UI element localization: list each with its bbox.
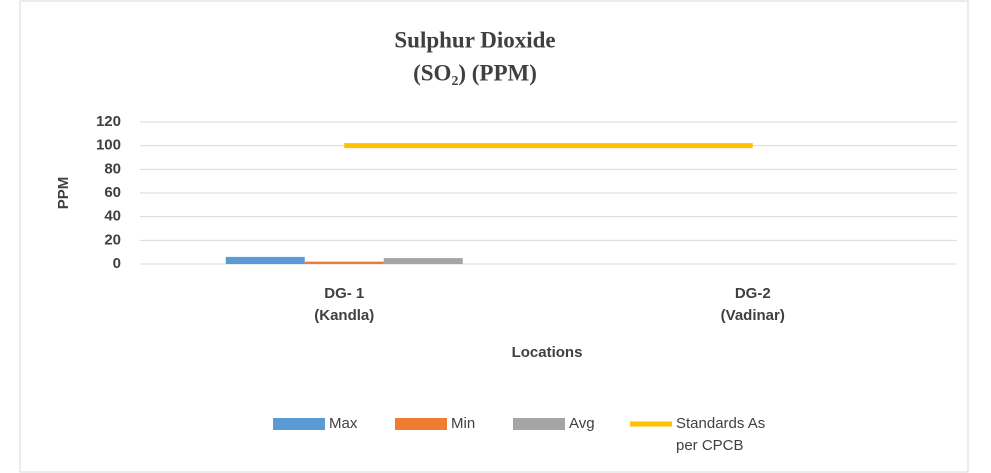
x-tick-label: DG-2 (Vadinar) xyxy=(721,285,785,324)
bar xyxy=(304,261,384,264)
y-tick-label: 40 xyxy=(104,208,121,225)
y-tick-label: 100 xyxy=(96,137,121,154)
y-tick-label: 80 xyxy=(104,160,121,177)
legend-label: Avg xyxy=(569,415,595,432)
legend-swatch xyxy=(395,418,447,430)
chart-title: (SO₂) (PPM) xyxy=(413,60,537,85)
y-tick-label: 0 xyxy=(113,255,121,272)
bar xyxy=(225,256,305,264)
y-tick-label: 60 xyxy=(104,184,121,201)
x-tick-label: DG- 1 (Kandla) xyxy=(314,285,374,324)
legend-label: Min xyxy=(451,415,475,432)
y-axis-label: PPM xyxy=(55,177,72,210)
chart-frame xyxy=(19,0,969,473)
legend-label: Standards As per CPCB xyxy=(676,415,765,454)
x-axis-label: Locations xyxy=(512,344,583,361)
legend-swatch xyxy=(513,418,565,430)
bar xyxy=(383,258,463,264)
y-tick-label: 20 xyxy=(104,231,121,248)
chart-title: Sulphur Dioxide xyxy=(394,27,555,52)
legend-label: Max xyxy=(329,415,358,432)
legend-swatch xyxy=(273,418,325,430)
y-tick-label: 120 xyxy=(96,113,121,130)
